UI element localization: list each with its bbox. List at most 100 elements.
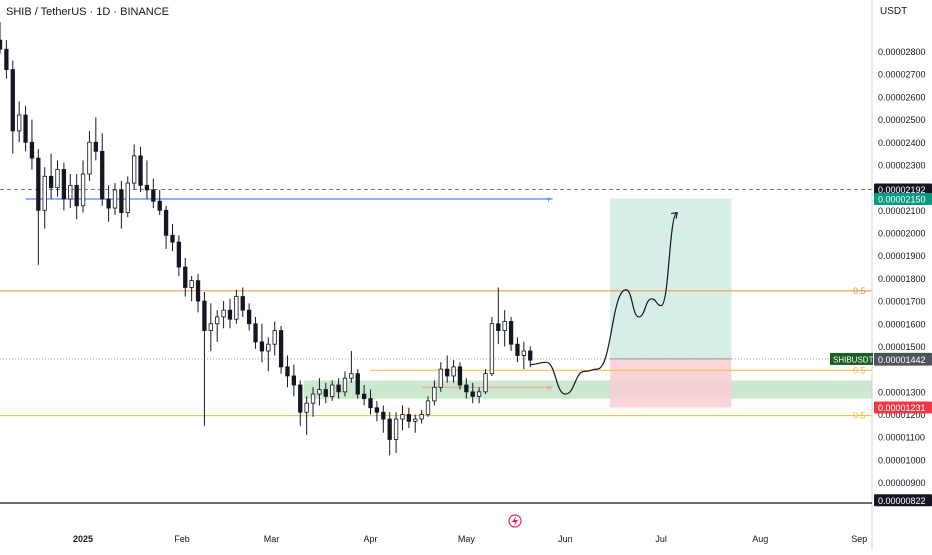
candle-body (508, 321, 514, 345)
candle-body (457, 366, 463, 386)
x-tick-label: Aug (752, 534, 768, 544)
candle-body (68, 184, 73, 200)
target-zone (610, 198, 732, 359)
projection-arrowhead (671, 211, 678, 219)
candle-body (48, 175, 54, 189)
candle-body (445, 368, 450, 377)
candle-body (74, 184, 79, 207)
lightning-icon-bolt (512, 516, 518, 526)
price-badge-label: 0.00002192 (878, 185, 926, 195)
x-tick-label: Jun (558, 534, 573, 544)
y-tick-label: 0.00002600 (878, 92, 926, 102)
candle-body (291, 375, 297, 386)
x-tick-label: Sep (851, 534, 867, 544)
candle-body (227, 309, 233, 320)
price-badge-label: 0.00002150 (878, 194, 926, 204)
price-badge-bg (874, 353, 932, 366)
candle-body (476, 391, 482, 397)
candle-body (489, 323, 495, 375)
y-tick-label: 0.00001600 (878, 319, 926, 329)
candle-body (515, 343, 520, 356)
candle-body (464, 384, 469, 393)
candle-body (61, 169, 67, 200)
candle-body (483, 373, 488, 393)
y-tick-label: 0.00002000 (878, 229, 926, 239)
candle-body (451, 366, 456, 377)
candle-body (285, 366, 290, 377)
candle-body (183, 266, 188, 288)
candle-body (80, 173, 86, 207)
candle-body (521, 350, 526, 356)
candle-body (189, 280, 194, 288)
level-label: M (547, 386, 552, 392)
y-tick-label: 0.00002500 (878, 115, 926, 125)
candle-body (323, 389, 328, 397)
candle-body (138, 155, 143, 186)
candle-body (151, 189, 156, 202)
x-tick-label: 2025 (73, 534, 93, 544)
x-tick-label: May (458, 534, 476, 544)
candle-body (374, 407, 380, 413)
candle-body (387, 418, 392, 440)
level-label: 0.5 (853, 411, 866, 421)
candle-body (304, 402, 309, 413)
candle-body (400, 414, 405, 420)
candle-body (298, 384, 303, 413)
candle-body (336, 384, 341, 393)
price-badge-bg (874, 401, 932, 414)
candle-body (349, 373, 354, 379)
y-tick-label: 0.00002100 (878, 206, 926, 216)
y-tick-label: 0.00002300 (878, 160, 926, 170)
lightning-icon (508, 514, 522, 528)
y-tick-label: 0.00002800 (878, 47, 926, 57)
x-tick-label: Mar (264, 534, 280, 544)
price-badge-label: 0.00001231 (878, 403, 926, 413)
y-tick-label: 0.00001000 (878, 455, 926, 465)
candle-body (144, 184, 150, 191)
y-tick-label: 0.00002700 (878, 70, 926, 80)
price-badge-bg (874, 192, 932, 205)
candle-body (310, 393, 316, 404)
price-badge-label: 0.00000822 (878, 496, 926, 506)
y-tick-label: 0.00001700 (878, 297, 926, 307)
lightning-icon-circle (508, 514, 522, 528)
candle-body (470, 391, 475, 397)
candle-body (170, 234, 175, 243)
level-label: 0.5 (853, 286, 866, 296)
candle-body (112, 189, 118, 209)
candle-body (157, 200, 162, 211)
candle-body (406, 414, 411, 422)
candle-body (215, 316, 220, 325)
candle-body (221, 309, 226, 318)
candle-body (36, 157, 41, 211)
x-tick-label: Feb (174, 534, 190, 544)
candle-body (502, 321, 507, 331)
candle-body (425, 400, 431, 415)
candle-body (246, 309, 252, 325)
candle-body (432, 386, 437, 402)
candle-body (195, 280, 201, 302)
candle-body (125, 182, 130, 213)
symbol-badge-bg (830, 352, 873, 365)
candle-body (132, 155, 137, 184)
y-tick-label: 0.00000900 (878, 478, 926, 488)
candle-body (393, 418, 399, 440)
candle-body (419, 414, 424, 420)
candle-body (234, 296, 239, 320)
y-tick-label: 0.00001500 (878, 342, 926, 352)
candle-body (55, 169, 60, 189)
candle-body (240, 296, 245, 311)
candle-body (176, 241, 182, 268)
candle-body (317, 389, 322, 395)
x-tick-label: Apr (364, 534, 378, 544)
candle-body (4, 48, 9, 71)
candle-body (29, 141, 35, 159)
candle-body (119, 189, 124, 213)
price-axis-unit[interactable]: USDT (880, 6, 908, 17)
candle-body (208, 323, 213, 331)
y-tick-label: 0.00001800 (878, 274, 926, 284)
y-tick-label: 0.00001200 (878, 410, 926, 420)
symbol-badge-label: SHIBUSDT (833, 355, 874, 364)
candle-body (355, 373, 360, 395)
